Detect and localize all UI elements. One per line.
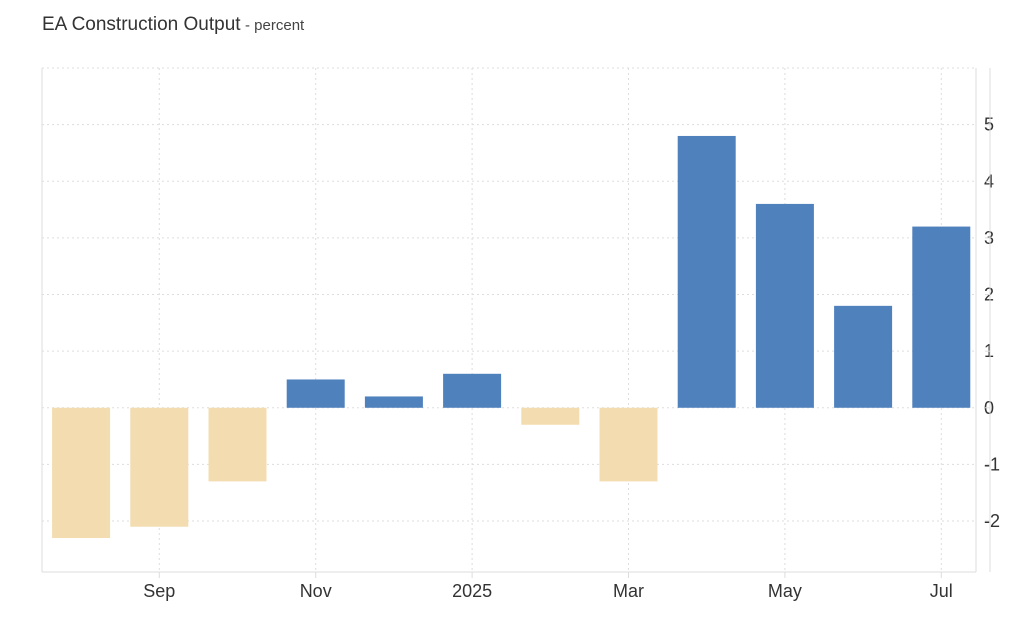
x-tick-label: Nov	[300, 581, 332, 601]
y-tick-label: -1	[984, 454, 1000, 474]
chart-subtitle: - percent	[245, 17, 305, 34]
x-tick-label: Mar	[613, 581, 644, 601]
x-tick-label: Jul	[930, 581, 953, 601]
y-tick-label: -2	[984, 511, 1000, 531]
x-tick-label: May	[768, 581, 802, 601]
x-tick-label: 2025	[452, 581, 492, 601]
bar	[599, 407, 658, 482]
bar	[834, 305, 893, 408]
bar	[443, 373, 502, 408]
bar	[677, 135, 736, 408]
bar	[364, 396, 423, 408]
bar	[521, 407, 580, 425]
bar	[52, 407, 111, 539]
bar	[286, 379, 345, 408]
chart-title: EA Construction Output	[42, 14, 241, 35]
bar	[208, 407, 267, 482]
bar	[130, 407, 189, 527]
chart-title-row: EA Construction Output - percent	[42, 14, 304, 36]
bar	[912, 226, 971, 408]
bar	[755, 203, 814, 408]
x-tick-label: Sep	[143, 581, 175, 601]
